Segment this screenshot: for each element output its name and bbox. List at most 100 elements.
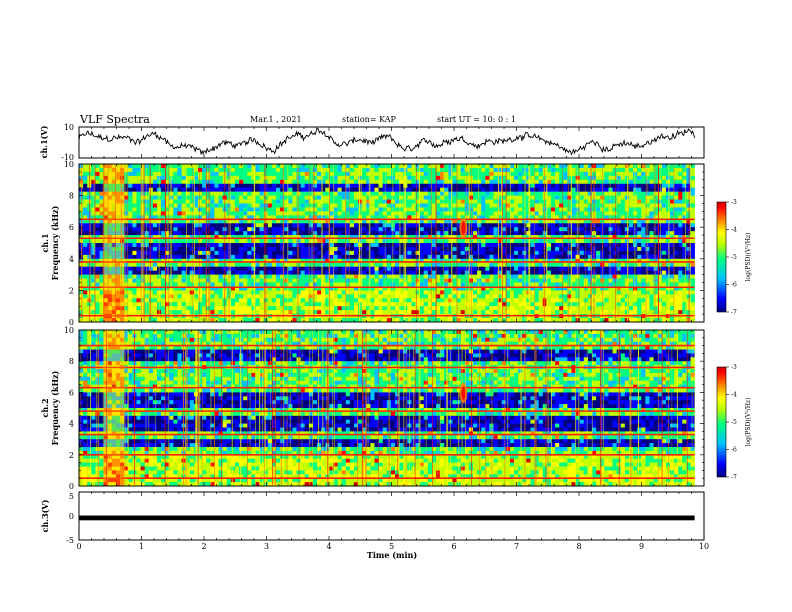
spectrogram-cell [374, 298, 379, 303]
spectrogram-cell [198, 235, 203, 240]
spectrogram-cell [132, 219, 137, 224]
spectrogram-cell [386, 175, 392, 181]
spectrogram-cell [575, 290, 580, 295]
spectrogram-cell [210, 318, 215, 323]
spectrogram-cell [300, 215, 306, 220]
spectrogram-cell [370, 250, 375, 256]
spectrogram-cell [493, 219, 498, 224]
spectrogram-cell [300, 243, 306, 248]
spectrogram-cell [165, 246, 170, 252]
spectrogram-cell [185, 278, 191, 283]
spectrogram-cell [115, 262, 121, 267]
spectrogram-cell [300, 187, 306, 192]
spectrogram-cell [288, 215, 293, 220]
spectrogram-cell [198, 302, 203, 307]
spectrogram-cell [370, 167, 375, 173]
spectrogram-cell [370, 290, 375, 295]
spectrogram-cell [185, 262, 191, 267]
spectrogram-cell [571, 167, 576, 173]
spectrogram-cell [473, 195, 478, 200]
spectrogram-cell [136, 175, 141, 181]
spectrogram-cell [358, 211, 363, 216]
spectrogram-cell [534, 231, 539, 236]
spectrogram-cell [333, 239, 338, 244]
spectrogram-cell [140, 270, 145, 275]
spectrogram-cell [370, 246, 375, 252]
spectrogram-cell [563, 302, 568, 307]
spectrogram-cell [378, 179, 383, 185]
spectrogram-cell [374, 290, 379, 295]
spectrogram-cell [177, 183, 182, 188]
spectrogram-cell [210, 167, 215, 173]
spectrogram-cell [247, 199, 252, 204]
spectrogram-cell [111, 207, 117, 212]
spectrogram-cell [218, 282, 223, 287]
spectrogram-cell [411, 195, 416, 200]
spectrogram-cell [284, 250, 289, 256]
spectrogram-cell [407, 290, 412, 295]
spectrogram-cell [317, 262, 322, 267]
spectrogram-cell [382, 207, 388, 212]
spectrogram-cell [411, 278, 416, 283]
spectrogram-cell [148, 227, 154, 232]
spectrogram-cell [534, 195, 539, 200]
spectrogram-cell [456, 239, 461, 244]
spectrogram-cell [91, 215, 96, 220]
spectrogram-cell [370, 270, 375, 275]
spectrogram-cell [99, 274, 104, 279]
spectrogram-cell [218, 203, 223, 208]
spectrogram-cell [255, 219, 260, 224]
spectrogram-cell [575, 298, 580, 303]
spectrogram-cell [337, 239, 342, 244]
spectrogram-cell [353, 211, 359, 216]
spectrogram-cell [505, 215, 511, 220]
spectrogram-cell [436, 227, 441, 232]
spectrogram-cell [493, 235, 498, 240]
spectrogram-cell [345, 266, 351, 271]
spectrogram-cell [230, 203, 236, 208]
spectrogram-cell [378, 290, 383, 295]
spectrogram-cell [395, 243, 400, 248]
spectrogram-cell [415, 219, 420, 224]
spectrogram-cell [271, 167, 277, 173]
spectrogram-cell [255, 266, 260, 271]
spectrogram-cell [79, 167, 84, 173]
spectrogram-cell [370, 302, 375, 307]
spectrogram-cell [362, 250, 367, 256]
spectrogram-cell [198, 219, 203, 224]
spectrogram-cell [308, 246, 314, 252]
spectrogram-cell [333, 207, 338, 212]
spectrogram-cell [271, 302, 277, 307]
spectrogram-cell [300, 290, 306, 295]
spectrogram-cell [284, 223, 289, 228]
spectrogram-cell [555, 298, 560, 303]
spectrogram-cell [337, 167, 342, 173]
spectrogram-cell [555, 179, 560, 185]
spectrogram-cell [427, 187, 433, 192]
spectrogram-cell [300, 211, 306, 216]
spectrogram-cell [452, 258, 457, 264]
spectrogram-cell [497, 282, 503, 287]
spectrogram-cell [563, 298, 568, 303]
spectrogram-cell [206, 183, 211, 188]
spectrogram-cell [152, 254, 158, 260]
spectrogram-cell [103, 195, 109, 200]
spectrogram-cell [419, 243, 425, 248]
spectrogram-cell [419, 199, 425, 204]
spectrogram-cell [292, 171, 297, 177]
spectrogram-cell [267, 183, 273, 188]
spectrogram-cell [251, 306, 256, 311]
spectrogram-cell [341, 179, 347, 185]
spectrogram-cell [251, 254, 256, 260]
spectrogram-cell [444, 306, 449, 311]
spectrogram-cell [411, 290, 416, 295]
spectrogram-cell [296, 278, 301, 283]
spectrogram-cell [353, 286, 359, 291]
spectrogram-cell [399, 250, 404, 256]
spectrogram-cell [111, 306, 117, 311]
spectrogram-cell [431, 199, 437, 204]
spectrogram-cell [321, 246, 326, 252]
spectrogram-cell [128, 270, 133, 275]
spectrogram-cell [239, 286, 244, 291]
spectrogram-cell [345, 250, 351, 256]
